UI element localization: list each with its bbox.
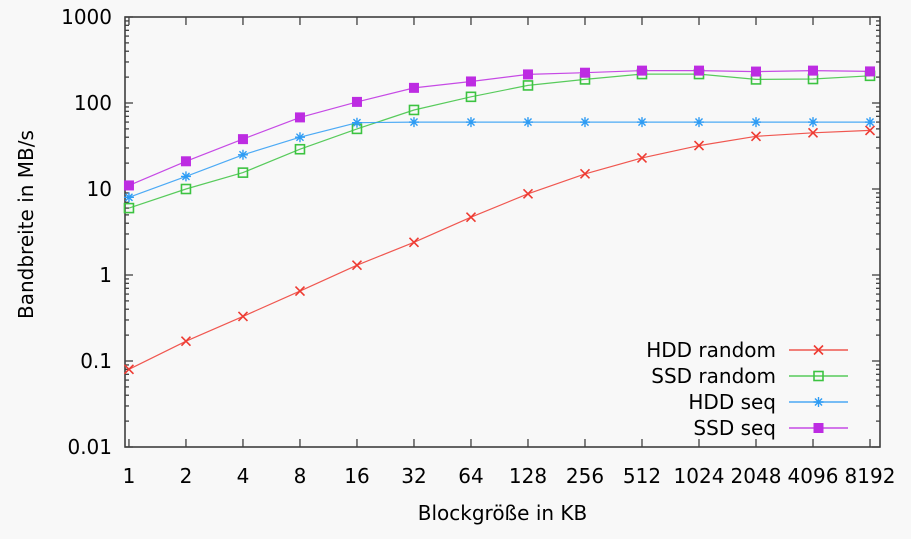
marker-filled-square-icon xyxy=(579,67,590,78)
marker-asterisk-icon xyxy=(813,397,824,407)
x-tick-label: 64 xyxy=(458,464,483,488)
marker-filled-square-icon xyxy=(522,69,533,80)
marker-filled-square-icon xyxy=(693,65,704,76)
marker-asterisk-icon xyxy=(636,117,647,128)
marker-filled-square-icon xyxy=(237,134,248,145)
x-tick-label: 4 xyxy=(237,464,250,488)
x-tick-label: 256 xyxy=(566,464,604,488)
y-tick-label: 1000 xyxy=(61,5,112,29)
marker-x-icon xyxy=(579,168,591,179)
marker-filled-square-icon xyxy=(865,66,876,77)
y-axis-title: Bandbreite in MB/s xyxy=(14,130,38,319)
marker-open-square-icon xyxy=(465,91,477,103)
x-tick-label: 512 xyxy=(623,464,661,488)
marker-x-icon xyxy=(636,152,648,163)
marker-x-icon xyxy=(813,344,824,356)
legend-item: HDD random xyxy=(646,338,848,362)
legend-label: HDD seq xyxy=(688,390,776,414)
x-tick-label: 32 xyxy=(401,464,426,488)
marker-filled-square-icon xyxy=(294,112,305,123)
y-tick-label: 1 xyxy=(99,263,112,287)
x-tick-label: 1 xyxy=(123,464,136,488)
marker-x-icon xyxy=(408,237,420,248)
y-tick-label: 100 xyxy=(74,91,112,115)
x-axis-title: Blockgröße in KB xyxy=(417,501,588,525)
marker-open-square-icon xyxy=(408,104,420,116)
legend-label: SSD seq xyxy=(693,416,776,440)
marker-filled-square-icon xyxy=(636,65,647,76)
marker-filled-square-icon xyxy=(465,76,476,87)
marker-open-square-icon xyxy=(294,143,306,155)
x-tick-label: 8192 xyxy=(845,464,896,488)
legend-item: SSD seq xyxy=(693,416,848,440)
series-line xyxy=(128,69,871,186)
series-hdd-seq xyxy=(123,117,876,203)
marker-asterisk-icon xyxy=(522,117,533,128)
y-tick-label: 10 xyxy=(87,177,112,201)
marker-asterisk-icon xyxy=(408,117,419,128)
marker-filled-square-icon xyxy=(751,66,762,77)
marker-asterisk-icon xyxy=(294,132,305,143)
series-line xyxy=(128,73,871,209)
marker-asterisk-icon xyxy=(808,117,819,128)
tick-labels: 1 2 4 8 16 32 64 128 256 512 1024 2048 4096 8192 0.01 0… xyxy=(61,5,895,488)
marker-open-square-icon xyxy=(237,167,249,178)
x-tick-label: 16 xyxy=(344,464,369,488)
marker-open-square-icon xyxy=(123,202,135,214)
marker-x-icon xyxy=(237,311,249,322)
marker-x-icon xyxy=(123,364,135,375)
marker-asterisk-icon xyxy=(351,117,362,128)
marker-open-square-icon xyxy=(522,80,534,91)
marker-asterisk-icon xyxy=(180,171,191,182)
marker-x-icon xyxy=(693,140,705,151)
marker-asterisk-icon xyxy=(693,117,704,128)
x-tick-label: 8 xyxy=(294,464,307,488)
y-tick-label: 0.1 xyxy=(80,349,112,373)
series-line xyxy=(128,129,871,370)
marker-x-icon xyxy=(807,127,819,138)
marker-filled-square-icon xyxy=(813,423,824,433)
y-tick-label: 0.01 xyxy=(67,435,112,459)
marker-x-icon xyxy=(864,125,876,136)
legend-item: SSD random xyxy=(651,364,848,388)
marker-asterisk-icon xyxy=(865,117,876,128)
marker-x-icon xyxy=(351,260,363,271)
marker-filled-square-icon xyxy=(408,82,419,93)
series-ssd-seq xyxy=(123,65,876,191)
marker-asterisk-icon xyxy=(751,117,762,128)
marker-filled-square-icon xyxy=(808,65,819,76)
marker-asterisk-icon xyxy=(123,192,134,203)
series-hdd-random xyxy=(123,125,876,375)
marker-x-icon xyxy=(465,212,477,223)
x-tick-label: 2 xyxy=(180,464,193,488)
marker-filled-square-icon xyxy=(180,156,191,167)
x-tick-label: 128 xyxy=(509,464,547,488)
marker-x-icon xyxy=(750,131,762,142)
marker-filled-square-icon xyxy=(351,96,362,107)
marker-filled-square-icon xyxy=(123,180,134,191)
axis-ticks xyxy=(125,16,880,448)
x-tick-label: 4096 xyxy=(788,464,839,488)
marker-asterisk-icon xyxy=(237,149,248,160)
marker-x-icon xyxy=(522,188,534,199)
marker-asterisk-icon xyxy=(465,117,476,128)
x-tick-label: 2048 xyxy=(731,464,782,488)
legend-label: HDD random xyxy=(646,338,776,362)
marker-x-icon xyxy=(294,286,306,297)
series-line xyxy=(128,121,870,198)
legend-label: SSD random xyxy=(651,364,776,388)
marker-open-square-icon xyxy=(180,183,192,195)
marker-x-icon xyxy=(180,336,192,347)
marker-asterisk-icon xyxy=(579,117,590,128)
x-tick-label: 1024 xyxy=(674,464,725,488)
legend-item: HDD seq xyxy=(688,390,848,414)
marker-open-square-icon xyxy=(813,370,824,382)
plot-frame xyxy=(124,16,881,448)
